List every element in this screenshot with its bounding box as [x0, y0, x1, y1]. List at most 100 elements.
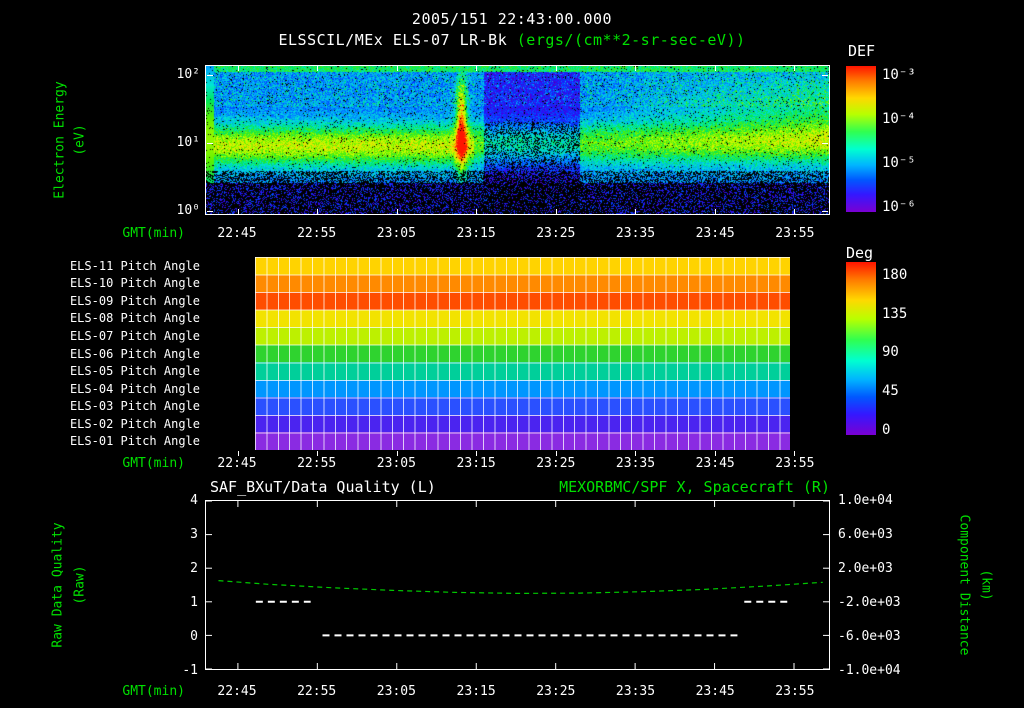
- tick-mark: [555, 209, 557, 214]
- def-tick-1e-4: 10⁻⁴: [882, 111, 916, 127]
- tick-mark: [476, 66, 478, 71]
- def-tick-1e-3: 10⁻³: [882, 67, 916, 83]
- deg-tick-180: 180: [882, 267, 908, 283]
- page-title: 2005/151 22:43:00.000: [411, 10, 613, 28]
- tick-mark: [555, 451, 557, 456]
- time-tick-label: 23:55: [775, 456, 815, 471]
- time-tick-label: 23:35: [615, 226, 656, 241]
- time-tick-label: 23:15: [456, 684, 496, 699]
- tick-mark: [635, 451, 637, 456]
- row-label-els-02: ELS-02 Pitch Angle: [69, 417, 200, 431]
- quality-ylabel-left-units: (Raw): [72, 565, 88, 605]
- time-tick-label: 23:55: [775, 226, 815, 241]
- spectrogram-ylabel-units: (eV): [72, 124, 88, 156]
- time-tick-label: 23:25: [536, 456, 576, 471]
- spectrogram-time-axis: 22:45 22:55 23:05 23:15 23:25 23:35 23:45 23:55: [0, 226, 1024, 242]
- quality-gmt-label: GMT(min): [122, 684, 185, 699]
- time-tick-label: 23:45: [695, 684, 735, 699]
- tick-mark: [396, 451, 398, 456]
- spacecraft-distance-curve: [218, 580, 823, 595]
- row-label-els-04: ELS-04 Pitch Angle: [69, 382, 200, 396]
- tick-mark: [317, 209, 319, 214]
- pitch-gmt-label: GMT(min): [122, 456, 185, 471]
- time-tick-label: 22:45: [217, 226, 257, 241]
- time-tick-label: 23:15: [456, 456, 496, 471]
- deg-colorbar-title: Deg: [846, 244, 874, 262]
- pitch-band-area: [255, 257, 790, 450]
- tick-mark: [635, 66, 637, 71]
- time-tick-label: 22:55: [297, 684, 337, 699]
- time-tick-label: 23:35: [615, 456, 656, 471]
- row-label-els-05: ELS-05 Pitch Angle: [69, 364, 200, 378]
- quality-ylabel-right: Component Distance: [956, 514, 972, 656]
- tick-mark: [555, 66, 557, 71]
- deg-tick-135: 135: [882, 306, 908, 322]
- right-tick-2e3: 2.0e+03: [838, 561, 893, 576]
- time-tick-label: 22:45: [217, 456, 257, 471]
- spectrogram-ytick-1ev: 10⁰: [176, 203, 200, 218]
- tick-mark: [237, 451, 239, 456]
- pitch-plot-area: [205, 257, 830, 450]
- tick-mark: [207, 211, 213, 212]
- spectrogram-ytick-10ev: 10¹: [176, 135, 200, 150]
- row-label-els-01: ELS-01 Pitch Angle: [69, 434, 200, 448]
- tick-mark: [793, 451, 795, 456]
- tick-mark: [714, 451, 716, 456]
- tick-mark: [793, 209, 795, 214]
- quality-title-right: MEXORBMC/SPF X, Spacecraft (R): [559, 478, 830, 496]
- quality-chart: [206, 500, 829, 670]
- deg-tick-45: 45: [882, 383, 899, 399]
- row-label-els-11: ELS-11 Pitch Angle: [69, 259, 200, 273]
- time-tick-label: 23:35: [615, 684, 656, 699]
- row-label-els-08: ELS-08 Pitch Angle: [69, 311, 200, 325]
- time-tick-label: 23:05: [376, 226, 416, 241]
- plot-subtitle: ELSSCIL/MEx ELS-07 LR-Bk (ergs/(cm**2-sr…: [0, 31, 1024, 49]
- left-tick-3: 3: [190, 527, 198, 542]
- tick-mark: [207, 143, 213, 144]
- row-label-els-10: ELS-10 Pitch Angle: [69, 276, 200, 290]
- deg-tick-0: 0: [882, 422, 891, 438]
- tick-mark: [714, 66, 716, 71]
- tick-mark: [822, 211, 828, 212]
- quality-title-left: SAF_BXuT/Data Quality (L): [210, 478, 436, 496]
- def-colorbar: [846, 66, 876, 212]
- tick-mark: [237, 209, 239, 214]
- time-tick-label: 22:55: [297, 226, 337, 241]
- quality-plot-area: [205, 500, 830, 670]
- tick-mark: [793, 66, 795, 71]
- tick-mark: [396, 209, 398, 214]
- row-label-els-09: ELS-09 Pitch Angle: [69, 294, 200, 308]
- right-tick-m2e3: -2.0e+03: [838, 595, 901, 610]
- time-tick-label: 23:25: [536, 684, 576, 699]
- time-tick-label: 23:45: [695, 226, 735, 241]
- spectrogram-ylabel: Electron Energy: [52, 81, 68, 199]
- def-tick-1e-5: 10⁻⁵: [882, 155, 916, 171]
- time-tick-label: 23:15: [456, 226, 496, 241]
- left-tick-4: 4: [190, 493, 198, 508]
- spectrogram-gmt-label: GMT(min): [122, 226, 185, 241]
- right-tick-m6e3: -6.0e+03: [838, 629, 901, 644]
- time-tick-label: 23:25: [536, 226, 576, 241]
- tick-mark: [207, 75, 213, 76]
- def-tick-1e-6: 10⁻⁶: [882, 199, 916, 215]
- right-tick-1e4: 1.0e+04: [838, 493, 893, 508]
- tick-mark: [317, 451, 319, 456]
- tick-mark: [476, 209, 478, 214]
- row-label-els-06: ELS-06 Pitch Angle: [69, 347, 200, 361]
- quality-ylabel-left: Raw Data Quality: [50, 522, 66, 648]
- spectrogram-canvas: [206, 66, 829, 214]
- tick-mark: [635, 209, 637, 214]
- left-tick-m1: -1: [182, 663, 198, 678]
- right-tick-m1e4: -1.0e+04: [838, 663, 901, 678]
- deg-colorbar: [846, 262, 876, 435]
- time-tick-label: 22:45: [217, 684, 257, 699]
- pitch-grid-lines: [255, 257, 790, 450]
- tick-mark: [822, 75, 828, 76]
- right-tick-6e3: 6.0e+03: [838, 527, 893, 542]
- quality-time-axis: 22:45 22:55 23:05 23:15 23:25 23:35 23:45 23:55: [0, 684, 1024, 700]
- time-tick-label: 23:05: [376, 456, 416, 471]
- units-title: (ergs/(cm**2-sr-sec-eV)): [516, 31, 746, 49]
- time-tick-label: 23:45: [695, 456, 735, 471]
- row-label-els-03: ELS-03 Pitch Angle: [69, 399, 200, 413]
